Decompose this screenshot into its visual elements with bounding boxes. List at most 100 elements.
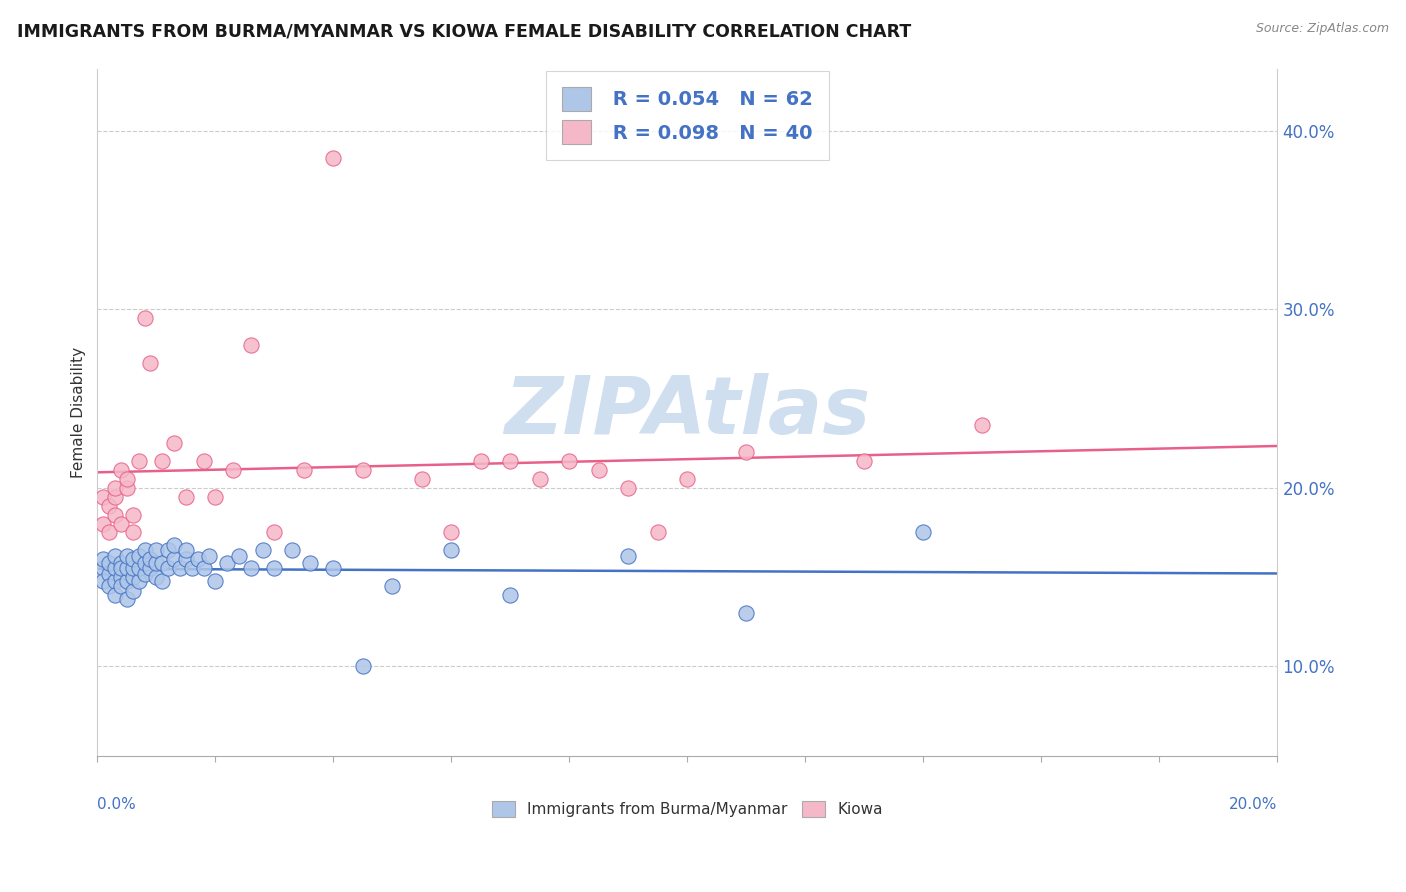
Point (134, 543, 156, 558)
Point (169, 561, 191, 575)
Point (411, 472, 433, 486)
Point (110, 556, 132, 570)
Point (676, 472, 699, 486)
Point (558, 454, 581, 468)
Point (298, 556, 321, 570)
Point (128, 549, 150, 563)
Point (121, 552, 143, 566)
Point (222, 463, 245, 477)
Point (499, 454, 522, 468)
Point (104, 574, 127, 588)
Point (381, 579, 404, 593)
Point (115, 574, 138, 588)
Point (110, 570, 132, 584)
Point (217, 556, 239, 570)
Point (110, 579, 132, 593)
Point (115, 549, 138, 563)
Point (145, 543, 167, 558)
Point (104, 508, 127, 522)
Text: IMMIGRANTS FROM BURMA/MYANMAR VS KIOWA FEMALE DISABILITY CORRELATION CHART: IMMIGRANTS FROM BURMA/MYANMAR VS KIOWA F… (17, 22, 911, 40)
Point (104, 549, 127, 563)
Point (115, 481, 138, 495)
Point (157, 543, 180, 558)
Point (735, 445, 758, 459)
Point (239, 561, 262, 575)
Point (239, 338, 262, 352)
Point (972, 418, 994, 433)
Point (91, 574, 114, 588)
Point (352, 659, 374, 673)
Point (104, 588, 127, 602)
Point (440, 543, 463, 558)
Point (617, 481, 640, 495)
Point (912, 525, 935, 540)
Point (121, 525, 143, 540)
Point (163, 436, 186, 450)
Point (145, 556, 167, 570)
Point (104, 561, 127, 575)
Point (322, 151, 344, 165)
Point (163, 538, 186, 552)
Point (134, 556, 156, 570)
Point (150, 556, 173, 570)
Point (139, 552, 162, 566)
Point (263, 525, 285, 540)
Point (110, 516, 132, 531)
Point (128, 454, 150, 468)
Point (281, 543, 304, 558)
Point (98, 556, 121, 570)
Point (91, 561, 114, 575)
Point (115, 472, 138, 486)
Point (198, 549, 221, 563)
Point (150, 574, 173, 588)
Point (139, 356, 162, 370)
Point (440, 525, 463, 540)
Point (322, 561, 344, 575)
Point (115, 561, 138, 575)
Text: 20.0%: 20.0% (1229, 797, 1278, 812)
Point (104, 490, 127, 504)
Y-axis label: Female Disability: Female Disability (72, 346, 86, 477)
Legend: Immigrants from Burma/Myanmar, Kiowa: Immigrants from Burma/Myanmar, Kiowa (485, 796, 889, 823)
Point (110, 463, 132, 477)
Point (157, 561, 180, 575)
Point (121, 584, 143, 599)
Point (352, 463, 374, 477)
Text: 0.0%: 0.0% (97, 797, 136, 812)
Point (228, 549, 250, 563)
Point (110, 561, 132, 575)
Point (174, 552, 197, 566)
Point (121, 561, 143, 575)
Point (263, 561, 285, 575)
Point (121, 508, 143, 522)
Point (174, 490, 197, 504)
Point (204, 490, 226, 504)
Point (98, 579, 121, 593)
Text: ZIPAtlas: ZIPAtlas (505, 373, 870, 451)
Point (134, 566, 156, 581)
Point (617, 549, 640, 563)
Point (150, 454, 173, 468)
Point (193, 561, 215, 575)
Point (588, 463, 610, 477)
Point (91, 490, 114, 504)
Point (470, 454, 492, 468)
Point (98, 566, 121, 581)
Point (134, 311, 156, 326)
Point (529, 472, 551, 486)
Point (91, 552, 114, 566)
Point (163, 552, 186, 566)
Text: Source: ZipAtlas.com: Source: ZipAtlas.com (1256, 22, 1389, 36)
Point (139, 561, 162, 575)
Point (180, 561, 202, 575)
Point (647, 525, 669, 540)
Point (204, 574, 226, 588)
Point (174, 543, 197, 558)
Point (193, 454, 215, 468)
Point (104, 481, 127, 495)
Point (853, 454, 876, 468)
Point (98, 499, 121, 513)
Point (121, 570, 143, 584)
Point (128, 561, 150, 575)
Point (187, 552, 209, 566)
